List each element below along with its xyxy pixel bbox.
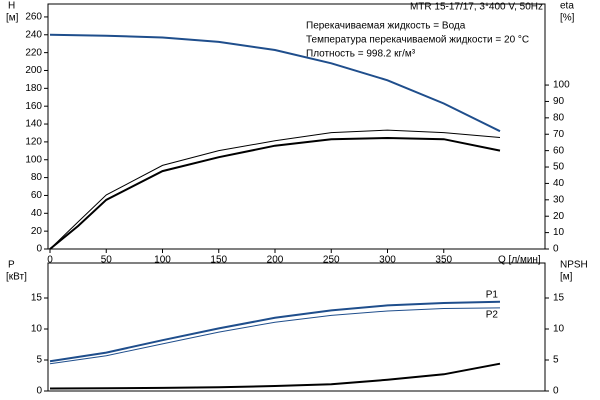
y-tick-label: 80 <box>31 172 43 183</box>
y-axis-label: P <box>8 260 15 271</box>
x-tick-label: 50 <box>101 255 113 266</box>
y2-tick-label: 100 <box>553 80 570 91</box>
plot-frame <box>47 262 546 392</box>
y-tick-label: 60 <box>31 190 43 201</box>
y2-axis-unit: [%] <box>560 13 575 24</box>
curve-label: P1 <box>486 289 499 300</box>
y2-tick-label: 80 <box>553 112 565 123</box>
plot-frame <box>47 3 546 250</box>
y2-tick-label: 90 <box>553 96 565 107</box>
y-axis-unit: [м] <box>6 13 19 24</box>
y-tick-label: 220 <box>25 47 42 58</box>
curve <box>49 129 501 250</box>
x-tick-label: 200 <box>267 255 284 266</box>
x-axis-label: Q [л/мин] <box>498 255 541 266</box>
y2-tick-label: 0 <box>553 386 559 397</box>
y2-axis-label: eta <box>560 1 574 12</box>
y2-tick-label: 5 <box>553 355 559 366</box>
y2-tick-label: 20 <box>553 211 565 222</box>
x-tick-label: 150 <box>210 255 227 266</box>
x-tick-label: 350 <box>435 255 452 266</box>
y2-tick-label: 0 <box>553 244 559 255</box>
annotation: Температура перекачиваемой жидкости = 20… <box>306 35 529 46</box>
x-tick-label: 250 <box>323 255 340 266</box>
chart-title: MTR 15-17/17, 3*400 V, 50Hz <box>410 2 543 13</box>
curve <box>49 33 501 133</box>
y-tick-label: 5 <box>36 355 42 366</box>
curve-label: P2 <box>486 310 499 321</box>
curve <box>49 362 501 390</box>
y-tick-label: 260 <box>25 12 42 23</box>
y-tick-label: 140 <box>25 119 42 130</box>
y-axis-unit: [кВт] <box>6 272 27 283</box>
y-tick-label: 20 <box>31 226 43 237</box>
y2-tick-label: 30 <box>553 194 565 205</box>
y2-tick-label: 50 <box>553 162 565 173</box>
y-tick-label: 100 <box>25 154 42 165</box>
y-tick-label: 200 <box>25 65 42 76</box>
curve <box>49 307 501 365</box>
x-tick-label: 100 <box>154 255 171 266</box>
y2-axis-unit: [м] <box>560 272 573 283</box>
y2-tick-label: 60 <box>553 145 565 156</box>
y-tick-label: 180 <box>25 83 42 94</box>
y-tick-label: 240 <box>25 29 42 40</box>
y-axis-label: H <box>8 1 15 12</box>
y-tick-label: 0 <box>36 244 42 255</box>
y2-axis-label: NPSH <box>560 260 588 271</box>
curve <box>49 136 501 250</box>
x-tick-label: 300 <box>379 255 396 266</box>
y-tick-label: 10 <box>31 324 43 335</box>
y-tick-label: 0 <box>36 386 42 397</box>
y2-tick-label: 70 <box>553 129 565 140</box>
y-tick-label: 40 <box>31 208 43 219</box>
y-tick-label: 160 <box>25 101 42 112</box>
y2-tick-label: 10 <box>553 324 565 335</box>
y-tick-label: 15 <box>31 293 43 304</box>
curve <box>49 300 501 363</box>
y2-tick-label: 10 <box>553 227 565 238</box>
y2-tick-label: 15 <box>553 293 565 304</box>
y2-tick-label: 40 <box>553 178 565 189</box>
annotation: Плотность = 998.2 кг/м³ <box>306 49 416 60</box>
y-tick-label: 120 <box>25 137 42 148</box>
x-tick-label: 0 <box>47 255 53 266</box>
annotation: Перекачиваемая жидкость = Вода <box>306 21 466 32</box>
